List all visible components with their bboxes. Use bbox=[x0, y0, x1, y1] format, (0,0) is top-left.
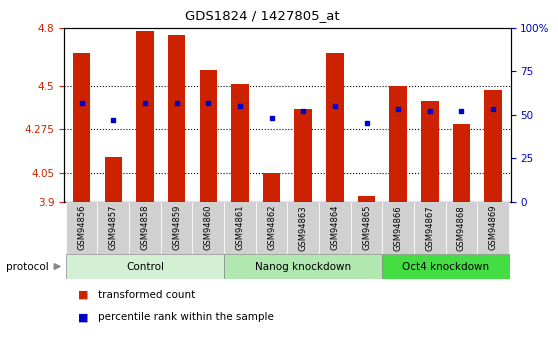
Bar bbox=[73, 53, 90, 202]
Bar bbox=[382, 254, 509, 279]
Text: protocol: protocol bbox=[6, 262, 49, 272]
Text: GSM94857: GSM94857 bbox=[109, 205, 118, 250]
Text: GSM94864: GSM94864 bbox=[330, 205, 339, 250]
Bar bbox=[477, 202, 509, 254]
Text: GSM94869: GSM94869 bbox=[489, 205, 498, 250]
Bar bbox=[256, 202, 287, 254]
Text: GSM94865: GSM94865 bbox=[362, 205, 371, 250]
Text: GSM94858: GSM94858 bbox=[141, 205, 150, 250]
Bar bbox=[66, 254, 224, 279]
Bar bbox=[453, 125, 470, 202]
Bar bbox=[446, 202, 477, 254]
Text: transformed count: transformed count bbox=[98, 290, 195, 300]
Text: percentile rank within the sample: percentile rank within the sample bbox=[98, 312, 273, 322]
Bar bbox=[129, 202, 161, 254]
Bar bbox=[326, 53, 344, 202]
Bar bbox=[168, 35, 185, 202]
Text: GSM94859: GSM94859 bbox=[172, 205, 181, 250]
Bar bbox=[193, 202, 224, 254]
Text: GSM94868: GSM94868 bbox=[457, 205, 466, 250]
Bar bbox=[389, 86, 407, 202]
Text: GSM94860: GSM94860 bbox=[204, 205, 213, 250]
Bar bbox=[295, 109, 312, 202]
Bar bbox=[414, 202, 446, 254]
Bar bbox=[421, 101, 439, 202]
Bar bbox=[231, 84, 248, 202]
Text: ■: ■ bbox=[78, 290, 89, 300]
Bar bbox=[358, 196, 375, 202]
Bar bbox=[200, 70, 217, 202]
Bar bbox=[350, 202, 382, 254]
Text: GSM94862: GSM94862 bbox=[267, 205, 276, 250]
Bar bbox=[382, 202, 414, 254]
Text: GSM94867: GSM94867 bbox=[425, 205, 434, 250]
Bar bbox=[104, 157, 122, 202]
Text: Nanog knockdown: Nanog knockdown bbox=[255, 262, 352, 272]
Text: GSM94861: GSM94861 bbox=[235, 205, 244, 250]
Bar bbox=[224, 254, 382, 279]
Bar bbox=[319, 202, 350, 254]
Bar bbox=[287, 202, 319, 254]
Bar bbox=[98, 202, 129, 254]
Text: GDS1824 / 1427805_at: GDS1824 / 1427805_at bbox=[185, 9, 340, 22]
Bar bbox=[263, 173, 280, 202]
Text: Oct4 knockdown: Oct4 knockdown bbox=[402, 262, 489, 272]
Bar bbox=[161, 202, 193, 254]
Text: GSM94863: GSM94863 bbox=[299, 205, 307, 250]
Text: Control: Control bbox=[126, 262, 164, 272]
Text: ■: ■ bbox=[78, 312, 89, 322]
Text: GSM94856: GSM94856 bbox=[77, 205, 86, 250]
Text: GSM94866: GSM94866 bbox=[394, 205, 403, 250]
Bar bbox=[224, 202, 256, 254]
Bar bbox=[136, 31, 153, 202]
Bar bbox=[484, 90, 502, 202]
Bar bbox=[66, 202, 98, 254]
